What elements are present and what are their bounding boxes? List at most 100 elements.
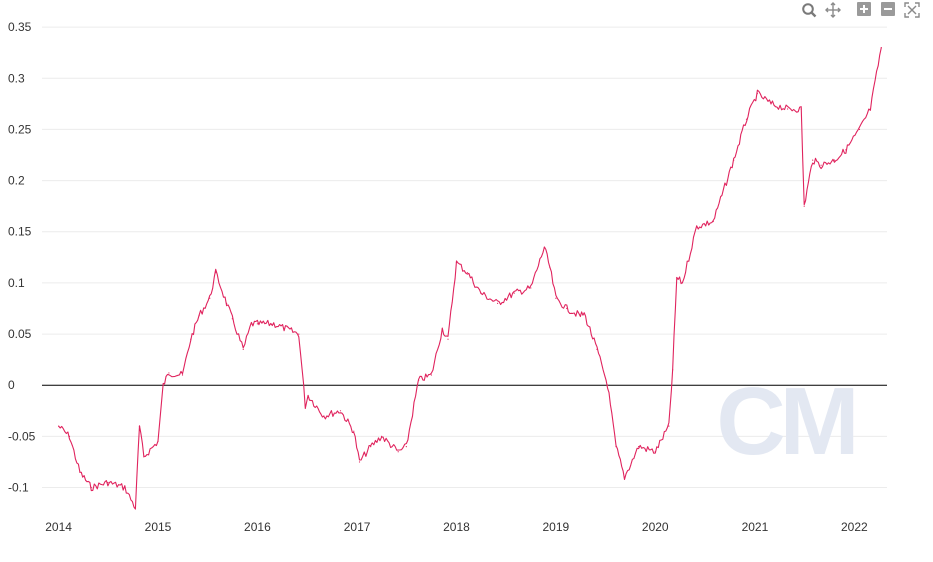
y-tick-label: -0.1 xyxy=(8,481,29,495)
data-point xyxy=(869,108,871,110)
grid xyxy=(42,26,887,489)
data-point xyxy=(353,430,355,432)
watermark-logo: CM xyxy=(716,368,853,475)
data-point xyxy=(380,435,383,437)
data-point xyxy=(530,287,532,289)
data-point xyxy=(181,374,184,376)
data-point xyxy=(845,149,847,151)
x-tick-label: 2018 xyxy=(443,520,470,534)
data-point xyxy=(712,220,714,223)
data-point xyxy=(209,297,211,299)
data-point xyxy=(250,323,253,325)
data-point xyxy=(124,486,126,489)
autoscale-icon[interactable] xyxy=(904,2,920,18)
data-point xyxy=(198,315,200,317)
x-tick-label: 2016 xyxy=(244,520,271,534)
data-point xyxy=(107,481,109,484)
y-tick-label: -0.05 xyxy=(8,429,36,443)
data-point xyxy=(480,292,482,294)
data-point xyxy=(298,333,300,335)
series-line xyxy=(58,47,882,510)
data-point xyxy=(696,226,698,228)
data-point xyxy=(418,379,420,381)
data-point xyxy=(138,425,141,427)
data-point xyxy=(880,46,882,49)
data-point xyxy=(787,108,789,110)
x-tick-label: 2014 xyxy=(45,520,72,534)
data-point xyxy=(226,302,228,304)
pan-icon[interactable] xyxy=(825,2,841,18)
data-point xyxy=(800,108,802,110)
data-point xyxy=(339,410,342,412)
zoom-in-icon[interactable] xyxy=(857,2,871,16)
data-point xyxy=(370,446,372,448)
data-point xyxy=(555,297,557,299)
data-point xyxy=(770,103,772,105)
data-point xyxy=(756,93,758,95)
data-point xyxy=(231,318,233,320)
x-axis-tick-labels: 2014 2015 2016 2017 2018 2019 2020 2021 2022 xyxy=(45,520,868,534)
data-point xyxy=(583,313,585,315)
data-point xyxy=(745,118,748,120)
data-point xyxy=(256,323,259,325)
data-point xyxy=(215,272,217,274)
data-point xyxy=(654,451,656,453)
data-point xyxy=(304,405,306,407)
series-group xyxy=(58,46,882,510)
y-tick-label: 0 xyxy=(8,378,15,392)
y-tick-label: 0.2 xyxy=(8,174,25,188)
x-tick-label: 2022 xyxy=(841,520,868,534)
data-point xyxy=(549,266,551,269)
zoom-out-icon[interactable] xyxy=(881,2,895,16)
data-point xyxy=(638,446,640,448)
data-point xyxy=(623,476,626,478)
chart-toolbar xyxy=(801,2,920,18)
data-point xyxy=(273,323,275,325)
data-point xyxy=(358,461,361,463)
data-point xyxy=(681,282,684,284)
data-point xyxy=(190,338,192,340)
data-point xyxy=(543,246,546,248)
data-point xyxy=(858,128,861,131)
data-point xyxy=(833,159,836,161)
data-point xyxy=(143,456,145,458)
data-point xyxy=(615,446,617,448)
y-tick-label: 0.3 xyxy=(8,71,25,85)
data-point xyxy=(405,446,407,448)
zoom-icon[interactable] xyxy=(801,2,817,18)
data-point xyxy=(307,394,309,397)
data-point xyxy=(607,384,609,386)
data-point xyxy=(79,471,81,473)
data-point xyxy=(168,372,170,374)
data-point xyxy=(157,440,159,443)
data-point xyxy=(134,507,137,509)
data-point xyxy=(68,435,71,437)
data-point xyxy=(455,261,458,264)
x-tick-label: 2021 xyxy=(742,520,769,534)
data-point xyxy=(430,374,433,376)
data-point xyxy=(733,159,735,161)
data-point xyxy=(566,307,568,310)
data-point xyxy=(496,302,499,304)
x-tick-label: 2019 xyxy=(543,520,570,534)
data-point xyxy=(668,425,670,427)
data-point xyxy=(397,451,399,453)
data-point xyxy=(596,348,598,351)
data-point xyxy=(242,348,244,351)
data-point xyxy=(466,272,468,274)
data-point xyxy=(447,338,449,340)
y-tick-label: 0.15 xyxy=(8,225,32,239)
data-point xyxy=(323,415,325,417)
x-tick-label: 2017 xyxy=(344,520,371,534)
data-point xyxy=(820,164,822,166)
data-point xyxy=(676,277,678,279)
y-tick-label: 0.05 xyxy=(8,327,32,341)
data-point xyxy=(162,384,164,386)
x-tick-label: 2015 xyxy=(145,520,172,534)
data-point xyxy=(441,328,443,330)
data-point xyxy=(90,486,92,489)
data-point xyxy=(579,315,581,317)
y-tick-label: 0.1 xyxy=(8,276,25,290)
data-point xyxy=(58,425,60,427)
